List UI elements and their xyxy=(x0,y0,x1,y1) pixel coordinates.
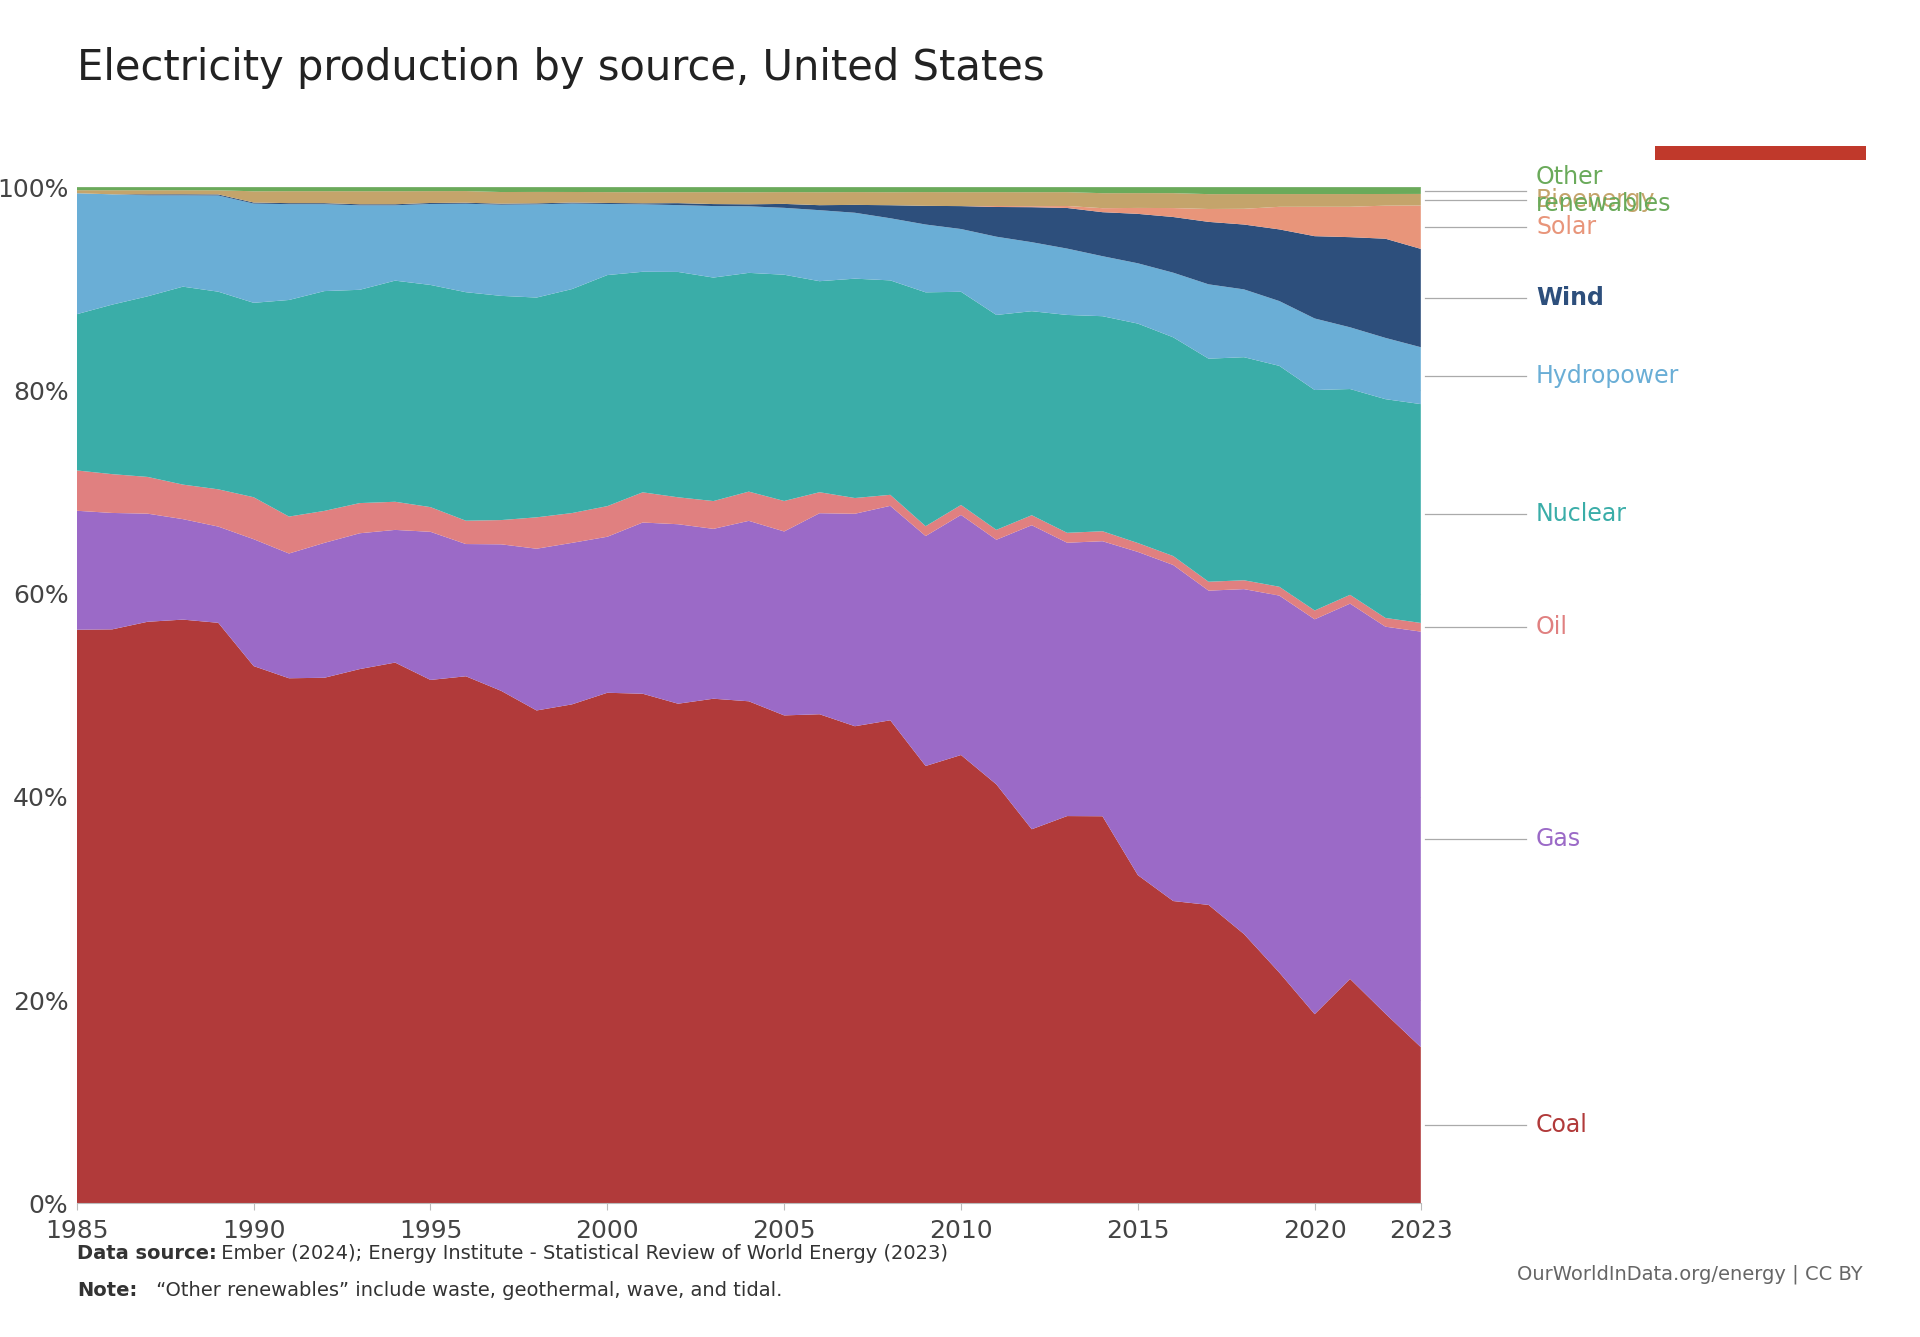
Text: Solar: Solar xyxy=(1536,215,1596,239)
Text: Ember (2024); Energy Institute - Statistical Review of World Energy (2023): Ember (2024); Energy Institute - Statist… xyxy=(215,1245,948,1263)
Text: Data source:: Data source: xyxy=(77,1245,217,1263)
Text: “Other renewables” include waste, geothermal, wave, and tidal.: “Other renewables” include waste, geothe… xyxy=(150,1281,781,1300)
Text: Wind: Wind xyxy=(1536,286,1603,310)
Text: Nuclear: Nuclear xyxy=(1536,501,1626,525)
Text: Gas: Gas xyxy=(1536,828,1582,852)
Text: Our World: Our World xyxy=(1707,76,1814,95)
Text: Note:: Note: xyxy=(77,1281,136,1300)
Text: in Data: in Data xyxy=(1722,107,1799,126)
Text: Bioenergy: Bioenergy xyxy=(1536,187,1655,211)
Text: Oil: Oil xyxy=(1536,615,1569,639)
Text: Electricity production by source, United States: Electricity production by source, United… xyxy=(77,47,1044,88)
Text: OurWorldInData.org/energy | CC BY: OurWorldInData.org/energy | CC BY xyxy=(1517,1263,1862,1284)
Text: Hydropower: Hydropower xyxy=(1536,364,1680,388)
Bar xyxy=(1655,146,1866,160)
Text: Coal: Coal xyxy=(1536,1114,1588,1138)
Text: Other
renewables: Other renewables xyxy=(1536,164,1672,217)
